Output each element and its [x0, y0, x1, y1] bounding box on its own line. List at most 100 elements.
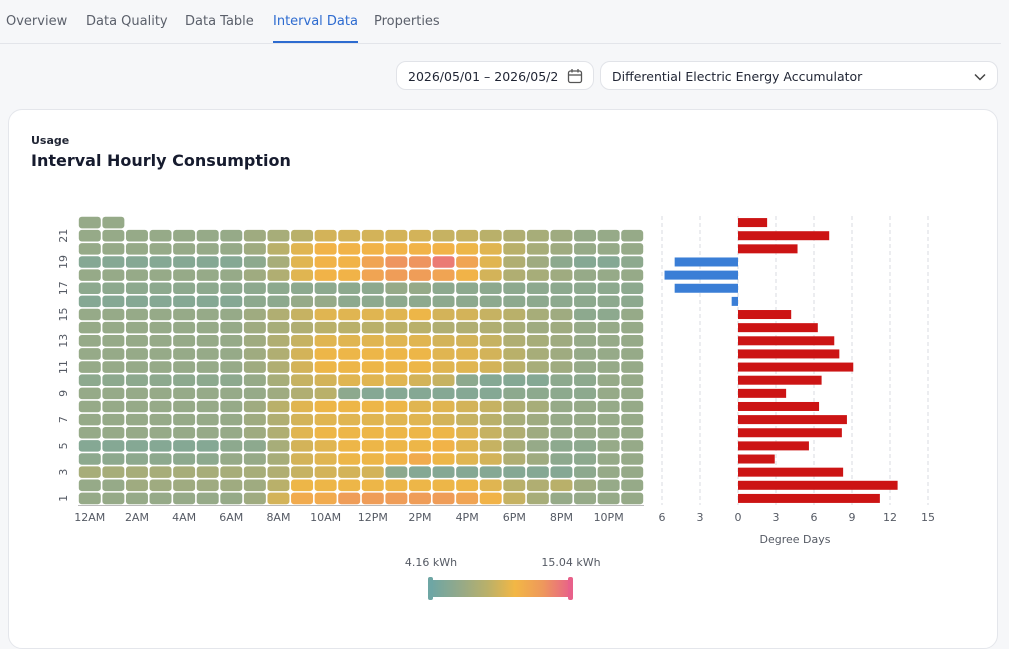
heatmap-cell	[479, 256, 502, 268]
heatmap-cell	[338, 374, 361, 386]
bar	[731, 296, 738, 306]
heatmap-cell	[243, 440, 266, 452]
heatmap-cell	[125, 308, 148, 321]
heatmap-cell	[361, 479, 384, 492]
heatmap-cell	[102, 453, 125, 465]
tab[interactable]: Data Quality	[86, 14, 168, 29]
heatmap-cell	[479, 282, 502, 295]
heatmap-cell	[149, 282, 172, 295]
tab[interactable]: Overview	[6, 14, 68, 29]
heatmap-cell	[550, 282, 573, 295]
card-title: Interval Hourly Consumption	[31, 151, 291, 170]
heatmap-cell	[173, 387, 196, 400]
heatmap-cell	[408, 243, 431, 255]
heatmap-cell	[173, 453, 196, 465]
heatmap-cell	[526, 426, 549, 439]
heatmap-cell	[196, 361, 219, 373]
bar	[738, 323, 818, 333]
heatmap-cell	[456, 374, 479, 386]
heatmap-cell	[291, 387, 314, 400]
heatmap-cell	[408, 466, 431, 478]
page: {"tabs": ["Overview", "Data Quality", "D…	[0, 14, 1001, 649]
heatmap-cell	[526, 256, 549, 268]
heatmap-cell	[597, 295, 620, 308]
heatmap-cell	[621, 387, 644, 400]
heatmap-cell	[291, 440, 314, 452]
heatmap-cell	[526, 440, 549, 452]
heatmap-cell	[173, 282, 196, 295]
tab[interactable]: Properties	[374, 14, 440, 29]
heatmap-cell	[173, 479, 196, 492]
heatmap-cell	[597, 453, 620, 465]
heatmap-cell	[291, 308, 314, 321]
card-eyebrow: Usage	[31, 134, 70, 147]
heatmap-cell	[173, 295, 196, 308]
heatmap-cell	[78, 216, 101, 229]
heatmap-cell	[503, 361, 526, 373]
heatmap-cell	[432, 374, 455, 386]
heatmap-cell	[220, 243, 243, 255]
heatmap-cell	[243, 321, 266, 334]
heatmap-cell	[385, 479, 408, 492]
heatmap-cell	[125, 453, 148, 465]
heatmap-cell	[479, 308, 502, 321]
bar	[738, 231, 830, 241]
heatmap-cell	[550, 374, 573, 386]
heatmap-cell	[243, 426, 266, 439]
heatmap-cell	[196, 256, 219, 268]
heatmap-cell	[432, 479, 455, 492]
heatmap-cell	[78, 453, 101, 465]
heatmap-cell	[456, 348, 479, 360]
heatmap-cell	[621, 308, 644, 321]
heatmap-cell	[385, 282, 408, 295]
heatmap-cell	[550, 295, 573, 308]
date-range: 2026/05/01 – 2026/05/2	[408, 69, 559, 84]
date-range-picker[interactable]: 2026/05/01 – 2026/05/2	[396, 61, 594, 90]
heatmap-cell	[597, 269, 620, 281]
meter-select[interactable]: Differential Electric Energy Accumulator	[600, 61, 998, 90]
heatmap-cell	[526, 321, 549, 334]
heatmap-cell	[220, 453, 243, 465]
heatmap-cell	[220, 229, 243, 242]
heatmap-cell	[574, 492, 597, 505]
heatmap-cell	[220, 466, 243, 478]
heatmap-cell	[291, 321, 314, 334]
heatmap-cell	[526, 295, 549, 308]
heatmap-cell	[479, 400, 502, 413]
heatmap-cell	[243, 256, 266, 268]
heatmap-cell	[314, 492, 337, 505]
heatmap-cell	[597, 256, 620, 268]
heatmap-cell	[526, 243, 549, 255]
heatmap-cell	[550, 243, 573, 255]
heatmap-cell	[102, 387, 125, 400]
tab[interactable]: Interval Data	[273, 14, 358, 43]
heatmap-cell	[125, 374, 148, 386]
heatmap-cell	[621, 243, 644, 255]
y-tick-label: 19	[57, 255, 70, 269]
heatmap-cell	[78, 374, 101, 386]
heatmap-cell	[432, 413, 455, 426]
heatmap-cell	[338, 243, 361, 255]
heatmap-cell	[220, 348, 243, 360]
heatmap-cell	[125, 243, 148, 255]
heatmap-cell	[220, 335, 243, 347]
heatmap-cell	[149, 295, 172, 308]
heatmap-cell	[574, 243, 597, 255]
heatmap-cell	[314, 426, 337, 439]
heatmap-cell	[102, 492, 125, 505]
bar	[738, 362, 854, 372]
heatmap-cell	[173, 413, 196, 426]
heatmap-cell	[196, 466, 219, 478]
heatmap-cell	[291, 374, 314, 386]
heatmap-cell	[456, 269, 479, 281]
heatmap-cell	[291, 492, 314, 505]
heatmap-cell	[361, 400, 384, 413]
tab[interactable]: Data Table	[185, 14, 254, 29]
heatmap-cell	[574, 374, 597, 386]
heatmap-cell	[432, 400, 455, 413]
bar	[738, 218, 768, 228]
heatmap-cell	[102, 426, 125, 439]
heatmap-cell	[597, 413, 620, 426]
heatmap-cell	[267, 387, 290, 400]
heatmap-cell	[314, 348, 337, 360]
